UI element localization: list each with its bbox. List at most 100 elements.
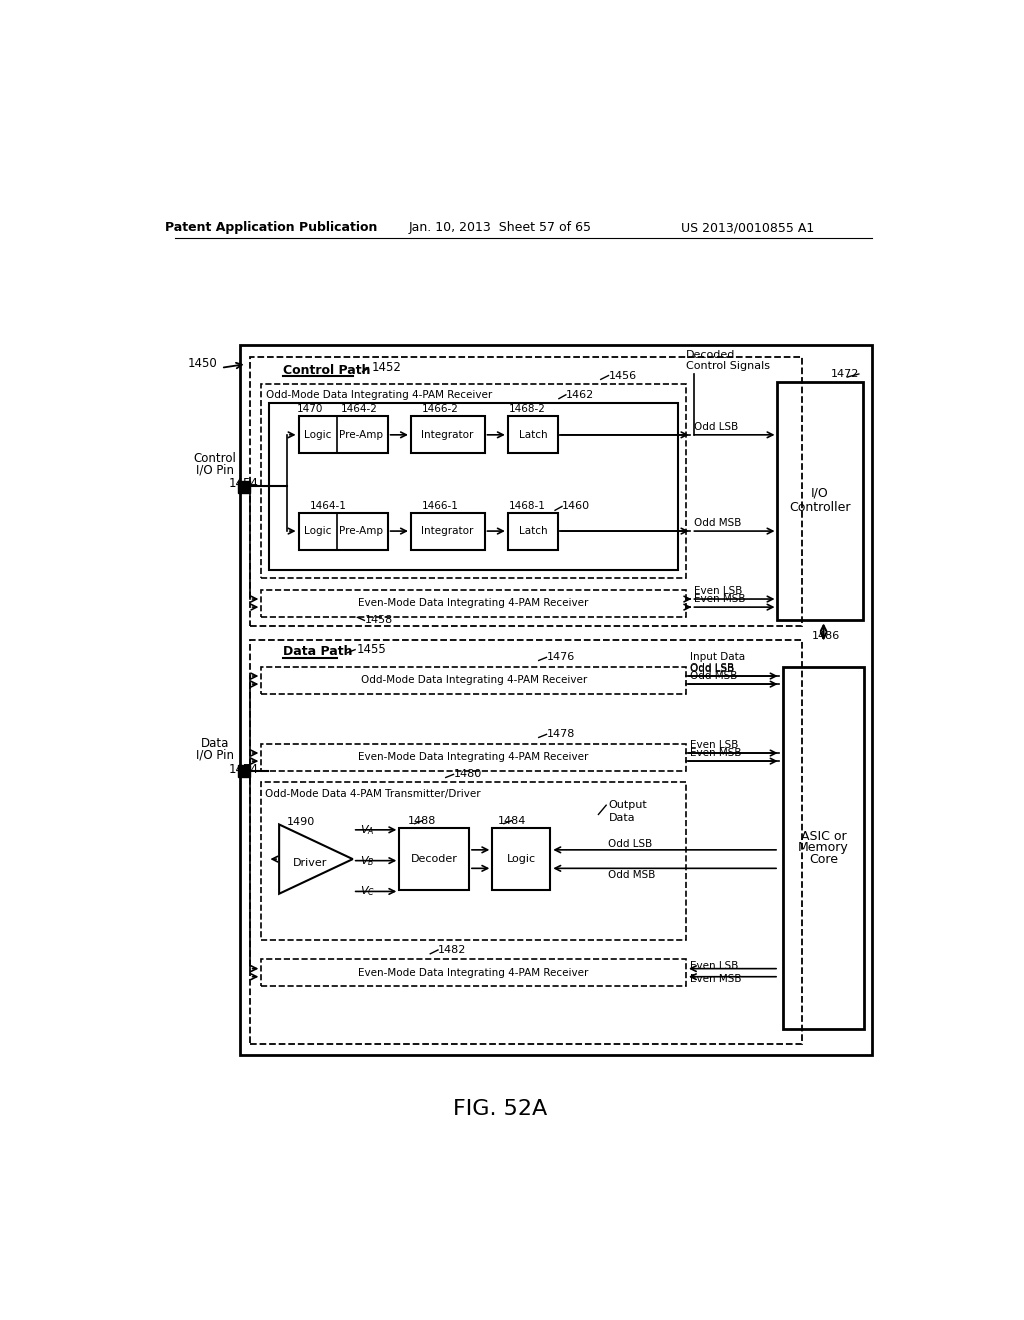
Text: Control Path: Control Path [283, 363, 371, 376]
Text: $V_A$: $V_A$ [360, 822, 375, 837]
Text: Data: Data [608, 813, 635, 822]
Text: ASIC or: ASIC or [801, 829, 847, 842]
Text: 1454: 1454 [228, 477, 259, 490]
Text: Decoded: Decoded [686, 350, 735, 360]
Bar [251, 640, 802, 1044]
Bar [261, 781, 686, 940]
Text: $V_C$: $V_C$ [360, 884, 376, 899]
Bar [238, 480, 250, 492]
Bar [261, 590, 686, 616]
Text: Even LSB: Even LSB [690, 961, 738, 972]
Text: Patent Application Publication: Patent Application Publication [165, 222, 378, 234]
Bar [238, 766, 250, 776]
Bar [261, 667, 686, 693]
Text: Even MSB: Even MSB [690, 974, 741, 985]
Text: 1466-1: 1466-1 [422, 500, 459, 511]
Text: Even LSB: Even LSB [693, 586, 742, 597]
Bar [241, 345, 872, 1056]
Text: Input Data: Input Data [690, 652, 745, 663]
Bar [411, 416, 484, 453]
Text: 1468-1: 1468-1 [509, 500, 546, 511]
Text: 1455: 1455 [356, 643, 386, 656]
Text: 1460: 1460 [562, 502, 590, 511]
Text: Odd LSB: Odd LSB [693, 422, 738, 432]
Text: Odd LSB: Odd LSB [608, 838, 652, 849]
Text: 1468-2: 1468-2 [509, 404, 546, 414]
Text: Odd MSB: Odd MSB [693, 519, 741, 528]
Text: I/O Pin: I/O Pin [196, 463, 233, 477]
Text: Pre-Amp: Pre-Amp [339, 527, 383, 536]
Text: I/O Pin: I/O Pin [196, 748, 233, 762]
Text: Controller: Controller [790, 500, 851, 513]
Text: 1486: 1486 [811, 631, 840, 640]
Text: Odd MSB: Odd MSB [690, 672, 737, 681]
Text: Control Signals: Control Signals [686, 362, 770, 371]
Bar [261, 743, 686, 771]
Bar [251, 358, 802, 626]
Text: Jan. 10, 2013  Sheet 57 of 65: Jan. 10, 2013 Sheet 57 of 65 [409, 222, 592, 234]
Text: Core: Core [809, 853, 838, 866]
Text: Odd LSB: Odd LSB [690, 664, 734, 675]
Text: I/O: I/O [811, 487, 829, 500]
Text: 1490: 1490 [287, 817, 315, 828]
Text: Odd LSB: Odd LSB [690, 664, 734, 673]
Bar [261, 960, 686, 986]
Text: 1476: 1476 [547, 652, 574, 663]
Text: Data: Data [201, 737, 229, 750]
Text: Latch: Latch [518, 430, 547, 440]
Text: Odd MSB: Odd MSB [608, 870, 656, 879]
Text: Integrator: Integrator [422, 527, 474, 536]
Bar [493, 829, 550, 890]
Text: 1472: 1472 [830, 370, 859, 379]
Bar [299, 512, 388, 549]
Text: FIG. 52A: FIG. 52A [453, 1100, 547, 1119]
Bar [299, 416, 388, 453]
Text: Odd-Mode Data Integrating 4-PAM Receiver: Odd-Mode Data Integrating 4-PAM Receiver [266, 389, 493, 400]
Text: Even-Mode Data Integrating 4-PAM Receiver: Even-Mode Data Integrating 4-PAM Receive… [358, 598, 589, 609]
Text: 1478: 1478 [547, 730, 574, 739]
Text: 1464-2: 1464-2 [341, 404, 378, 414]
Bar [783, 667, 864, 1028]
Text: Even MSB: Even MSB [693, 594, 745, 605]
Bar [508, 416, 558, 453]
Text: Control: Control [194, 453, 237, 465]
Text: 1474: 1474 [228, 763, 259, 776]
Text: 1456: 1456 [608, 371, 637, 380]
Text: $V_B$: $V_B$ [360, 854, 375, 867]
Text: 1458: 1458 [365, 615, 392, 626]
Text: Even MSB: Even MSB [690, 748, 741, 759]
Text: Decoder: Decoder [411, 854, 458, 865]
Text: Odd-Mode Data 4-PAM Transmitter/Driver: Odd-Mode Data 4-PAM Transmitter/Driver [265, 788, 481, 799]
Text: Latch: Latch [518, 527, 547, 536]
Text: Logic: Logic [304, 527, 332, 536]
Text: Even LSB: Even LSB [690, 741, 738, 750]
Text: Output: Output [608, 800, 647, 810]
Bar [411, 512, 484, 549]
Text: Pre-Amp: Pre-Amp [339, 430, 383, 440]
Bar [261, 384, 686, 578]
Text: 1450: 1450 [187, 358, 217, 371]
Text: 1482: 1482 [438, 945, 466, 954]
Text: US 2013/0010855 A1: US 2013/0010855 A1 [681, 222, 815, 234]
Text: Driver: Driver [293, 858, 328, 869]
Text: 1488: 1488 [409, 816, 436, 825]
Text: 1484: 1484 [498, 816, 525, 825]
Text: Even-Mode Data Integrating 4-PAM Receiver: Even-Mode Data Integrating 4-PAM Receive… [358, 752, 589, 762]
Text: Logic: Logic [507, 854, 536, 865]
Text: 1464-1: 1464-1 [309, 500, 346, 511]
Text: Integrator: Integrator [422, 430, 474, 440]
Text: Logic: Logic [304, 430, 332, 440]
Text: Data Path: Data Path [283, 645, 352, 659]
Bar [508, 512, 558, 549]
Text: 1470: 1470 [297, 404, 324, 414]
Bar [777, 381, 862, 620]
Text: 1466-2: 1466-2 [422, 404, 459, 414]
Text: Memory: Memory [798, 841, 849, 854]
Text: Even-Mode Data Integrating 4-PAM Receiver: Even-Mode Data Integrating 4-PAM Receive… [358, 968, 589, 978]
Text: 1480: 1480 [454, 770, 481, 779]
Text: 1462: 1462 [566, 389, 594, 400]
Bar [399, 829, 469, 890]
Text: 1452: 1452 [372, 362, 402, 375]
Bar [269, 404, 678, 570]
Text: Odd-Mode Data Integrating 4-PAM Receiver: Odd-Mode Data Integrating 4-PAM Receiver [360, 675, 587, 685]
